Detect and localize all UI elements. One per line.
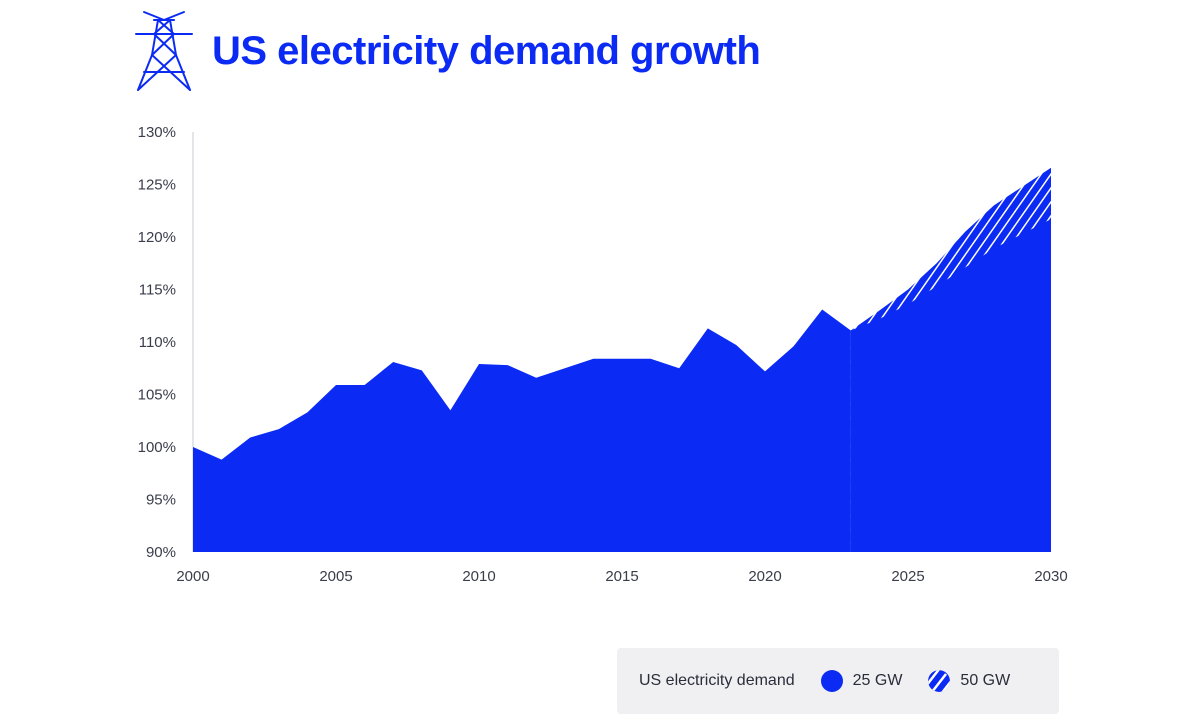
legend-swatch-hatched [928, 670, 951, 692]
y-tick-label: 105% [138, 387, 176, 404]
y-axis-labels: 90% 95% 100% 105% 110% 115% 120% 125% 130% [138, 124, 176, 561]
x-tick-label: 2025 [891, 568, 924, 585]
power-tower-icon [135, 11, 193, 91]
series-historical [193, 309, 851, 552]
y-tick-label: 125% [138, 177, 176, 194]
legend-label-25gw: 25 GW [852, 672, 903, 689]
x-tick-label: 2020 [748, 568, 781, 585]
y-tick-label: 120% [138, 229, 176, 246]
x-tick-label: 2000 [176, 568, 209, 585]
page-title: US electricity demand growth [212, 28, 761, 73]
y-tick-label: 95% [146, 492, 176, 509]
y-tick-label: 110% [139, 334, 176, 351]
legend-item-50gw: 50 GW [902, 670, 1010, 692]
legend-item-25gw: 25 GW [795, 670, 903, 692]
x-tick-label: 2010 [462, 568, 495, 585]
x-axis-labels: 2000 2005 2010 2015 2020 2025 2030 [176, 568, 1067, 585]
x-tick-label: 2005 [319, 568, 352, 585]
x-tick-label: 2015 [605, 568, 638, 585]
y-tick-label: 90% [146, 544, 176, 561]
y-tick-label: 130% [138, 124, 176, 141]
y-tick-label: 115% [139, 282, 176, 299]
x-tick-label: 2030 [1034, 568, 1067, 585]
legend: US electricity demand 25 GW 50 GW [617, 648, 1059, 714]
legend-title: US electricity demand [639, 672, 795, 689]
y-tick-label: 100% [138, 439, 176, 456]
legend-swatch-solid [820, 670, 843, 692]
series-projection-25gw [850, 219, 1051, 552]
area-chart: 90%95%100%105%110%115%120%125%130% 2000 2… [138, 124, 1068, 585]
legend-label-50gw: 50 GW [960, 672, 1011, 689]
header: US electricity demand growth [134, 10, 761, 92]
